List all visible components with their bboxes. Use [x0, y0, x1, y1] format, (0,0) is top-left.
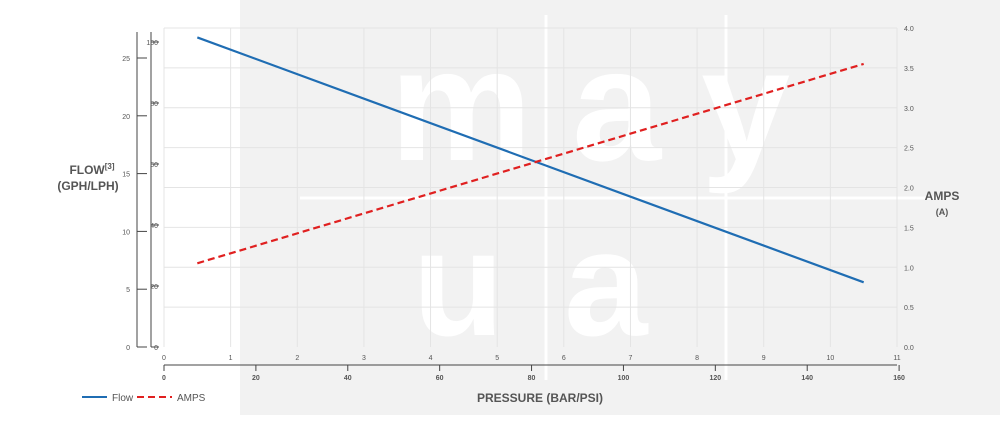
watermark-panel — [240, 0, 1000, 415]
x-bottom-tick-label: 0 — [162, 375, 166, 382]
x-bottom-tick-label: 80 — [528, 375, 536, 382]
left-axis-label: FLOW — [69, 163, 105, 177]
left-inner-tick-label: 40 — [150, 223, 158, 230]
x-bottom-tick-label: 60 — [436, 375, 444, 382]
x-top-tick-label: 3 — [362, 355, 366, 362]
left-axis-title: FLOW[3] — [69, 162, 114, 177]
left-outer-tick-label: 0 — [126, 345, 130, 352]
x-top-tick-label: 6 — [562, 355, 566, 362]
x-top-tick-label: 10 — [826, 355, 834, 362]
x-top-tick-label: 4 — [429, 355, 433, 362]
legend: Flow AMPS — [82, 393, 206, 404]
right-tick-label: 3.5 — [904, 66, 914, 73]
axes: 05101520250204060801000.00.51.01.52.02.5… — [122, 26, 914, 382]
left-inner-tick-label: 20 — [150, 284, 158, 291]
watermark-text-bottom: ua — [412, 199, 707, 367]
right-tick-label: 0.5 — [904, 305, 914, 312]
right-tick-label: 3.0 — [904, 106, 914, 113]
x-top-tick-label: 8 — [695, 355, 699, 362]
x-top-tick-label: 5 — [495, 355, 499, 362]
series-layer — [196, 36, 865, 284]
right-tick-label: 4.0 — [904, 26, 914, 33]
watermark-text-top: may — [390, 15, 830, 194]
right-axis-title: AMPS — [925, 189, 960, 203]
left-outer-tick-label: 25 — [122, 56, 130, 63]
right-tick-label: 0.0 — [904, 345, 914, 352]
x-top-tick-label: 0 — [162, 355, 166, 362]
x-bottom-tick-label: 140 — [801, 375, 813, 382]
left-outer-tick-label: 5 — [126, 287, 130, 294]
legend-flow-label: Flow — [112, 393, 134, 404]
series-amps-line — [197, 62, 864, 265]
legend-amps-label: AMPS — [177, 393, 206, 404]
left-axis-subtitle: (GPH/LPH) — [57, 179, 118, 193]
left-outer-tick-label: 15 — [122, 172, 130, 179]
x-top-tick-label: 7 — [629, 355, 633, 362]
grid — [163, 27, 898, 347]
x-bottom-tick-label: 40 — [344, 375, 352, 382]
x-top-tick-label: 2 — [295, 355, 299, 362]
left-outer-tick-label: 10 — [122, 229, 130, 236]
left-inner-tick-label: 60 — [150, 162, 158, 169]
x-axis-title: PRESSURE (BAR/PSI) — [477, 391, 603, 405]
x-bottom-tick-label: 160 — [893, 375, 905, 382]
series-flow-line — [196, 36, 865, 284]
x-top-tick-label: 11 — [893, 355, 900, 362]
left-axis-superscript: [3] — [105, 162, 115, 171]
right-tick-label: 1.0 — [904, 265, 914, 272]
right-axis-subtitle: (A) — [936, 207, 949, 217]
right-tick-label: 2.5 — [904, 146, 914, 153]
left-inner-tick-label: 100 — [146, 40, 158, 47]
x-bottom-tick-label: 120 — [709, 375, 721, 382]
right-tick-label: 1.5 — [904, 225, 914, 232]
x-top-tick-label: 1 — [229, 355, 233, 362]
left-outer-tick-label: 20 — [122, 114, 130, 121]
left-inner-tick-label: 0 — [154, 345, 158, 352]
x-bottom-tick-label: 20 — [252, 375, 260, 382]
right-tick-label: 2.0 — [904, 186, 914, 193]
left-inner-tick-label: 80 — [150, 101, 158, 108]
x-top-tick-label: 9 — [762, 355, 766, 362]
x-bottom-tick-label: 100 — [618, 375, 630, 382]
